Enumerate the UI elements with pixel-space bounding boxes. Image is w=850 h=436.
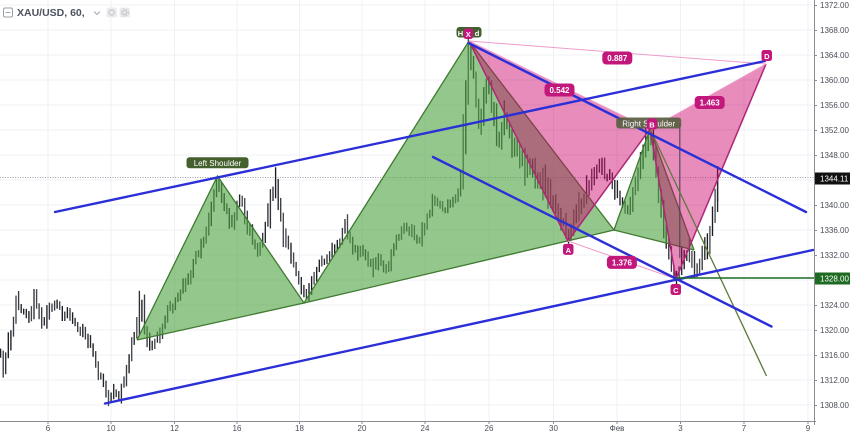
svg-text:1308.00: 1308.00 <box>820 401 849 410</box>
svg-text:10: 10 <box>107 424 116 433</box>
svg-text:1320.00: 1320.00 <box>820 326 849 335</box>
svg-text:20: 20 <box>358 424 367 433</box>
svg-text:1356.00: 1356.00 <box>820 101 849 110</box>
svg-text:9: 9 <box>806 424 811 433</box>
svg-text:1.463: 1.463 <box>700 99 721 108</box>
svg-text:d: d <box>475 29 480 38</box>
svg-text:XAU/USD, 60,: XAU/USD, 60, <box>17 7 85 19</box>
svg-text:24: 24 <box>421 424 430 433</box>
svg-text:Фев: Фев <box>610 424 625 433</box>
svg-text:1352.00: 1352.00 <box>820 126 849 135</box>
svg-text:H: H <box>458 29 463 38</box>
svg-text:0.887: 0.887 <box>607 54 628 63</box>
svg-text:X: X <box>466 30 471 39</box>
svg-text:1340.00: 1340.00 <box>820 201 849 210</box>
svg-text:1364.00: 1364.00 <box>820 51 849 60</box>
svg-text:3: 3 <box>678 424 683 433</box>
svg-text:7: 7 <box>742 424 747 433</box>
svg-text:1332.00: 1332.00 <box>820 251 849 260</box>
svg-text:6: 6 <box>46 424 51 433</box>
svg-text:0.542: 0.542 <box>549 86 570 95</box>
svg-text:26: 26 <box>485 424 494 433</box>
svg-text:1344.11: 1344.11 <box>820 175 849 184</box>
svg-text:1316.00: 1316.00 <box>820 351 849 360</box>
svg-text:1368.00: 1368.00 <box>820 26 849 35</box>
svg-text:1336.00: 1336.00 <box>820 226 849 235</box>
svg-text:1360.00: 1360.00 <box>820 76 849 85</box>
svg-text:D: D <box>764 52 770 61</box>
svg-text:1.376: 1.376 <box>612 258 633 267</box>
svg-text:1372.00: 1372.00 <box>820 1 849 10</box>
svg-text:A: A <box>566 246 572 255</box>
svg-text:Left Shoulder: Left Shoulder <box>194 159 242 168</box>
svg-text:12: 12 <box>170 424 179 433</box>
svg-text:C: C <box>673 286 679 295</box>
svg-text:30: 30 <box>549 424 558 433</box>
svg-text:B: B <box>649 121 655 130</box>
svg-text:1348.00: 1348.00 <box>820 151 849 160</box>
svg-text:16: 16 <box>233 424 242 433</box>
svg-text:1328.00: 1328.00 <box>820 275 849 284</box>
svg-text:1324.00: 1324.00 <box>820 301 849 310</box>
svg-text:1312.00: 1312.00 <box>820 376 849 385</box>
svg-text:18: 18 <box>295 424 304 433</box>
